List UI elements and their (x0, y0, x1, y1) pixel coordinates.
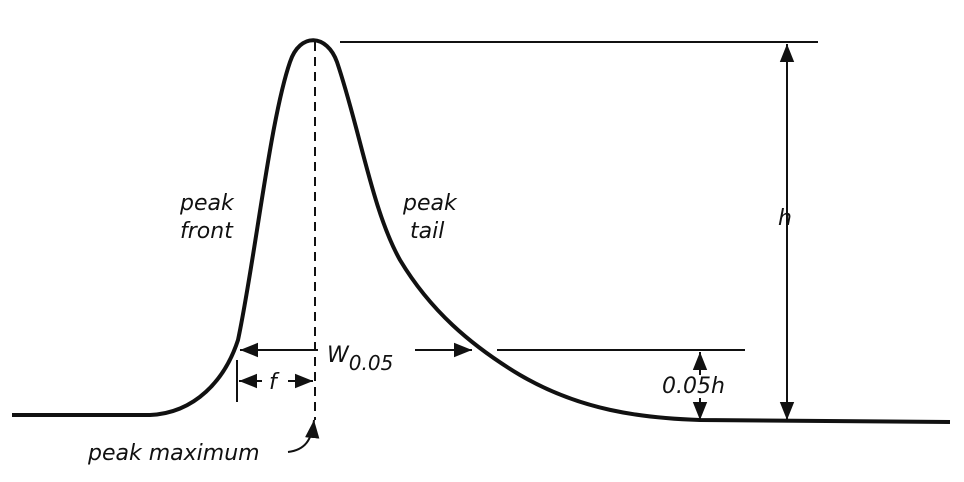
label-subscript: 0.05 (349, 351, 394, 375)
label: tail (410, 219, 444, 244)
peak-curve (12, 38, 951, 424)
label: f (269, 370, 280, 395)
label: peak (402, 191, 458, 216)
label: h (778, 206, 792, 231)
label: peak maximum (87, 441, 260, 466)
label: front (180, 219, 234, 244)
label: peak (179, 191, 235, 216)
label: 0.05h (662, 374, 725, 399)
label: W0.05 (327, 343, 393, 375)
peak-maximum-pointer (287, 419, 320, 453)
label: W (327, 343, 350, 368)
